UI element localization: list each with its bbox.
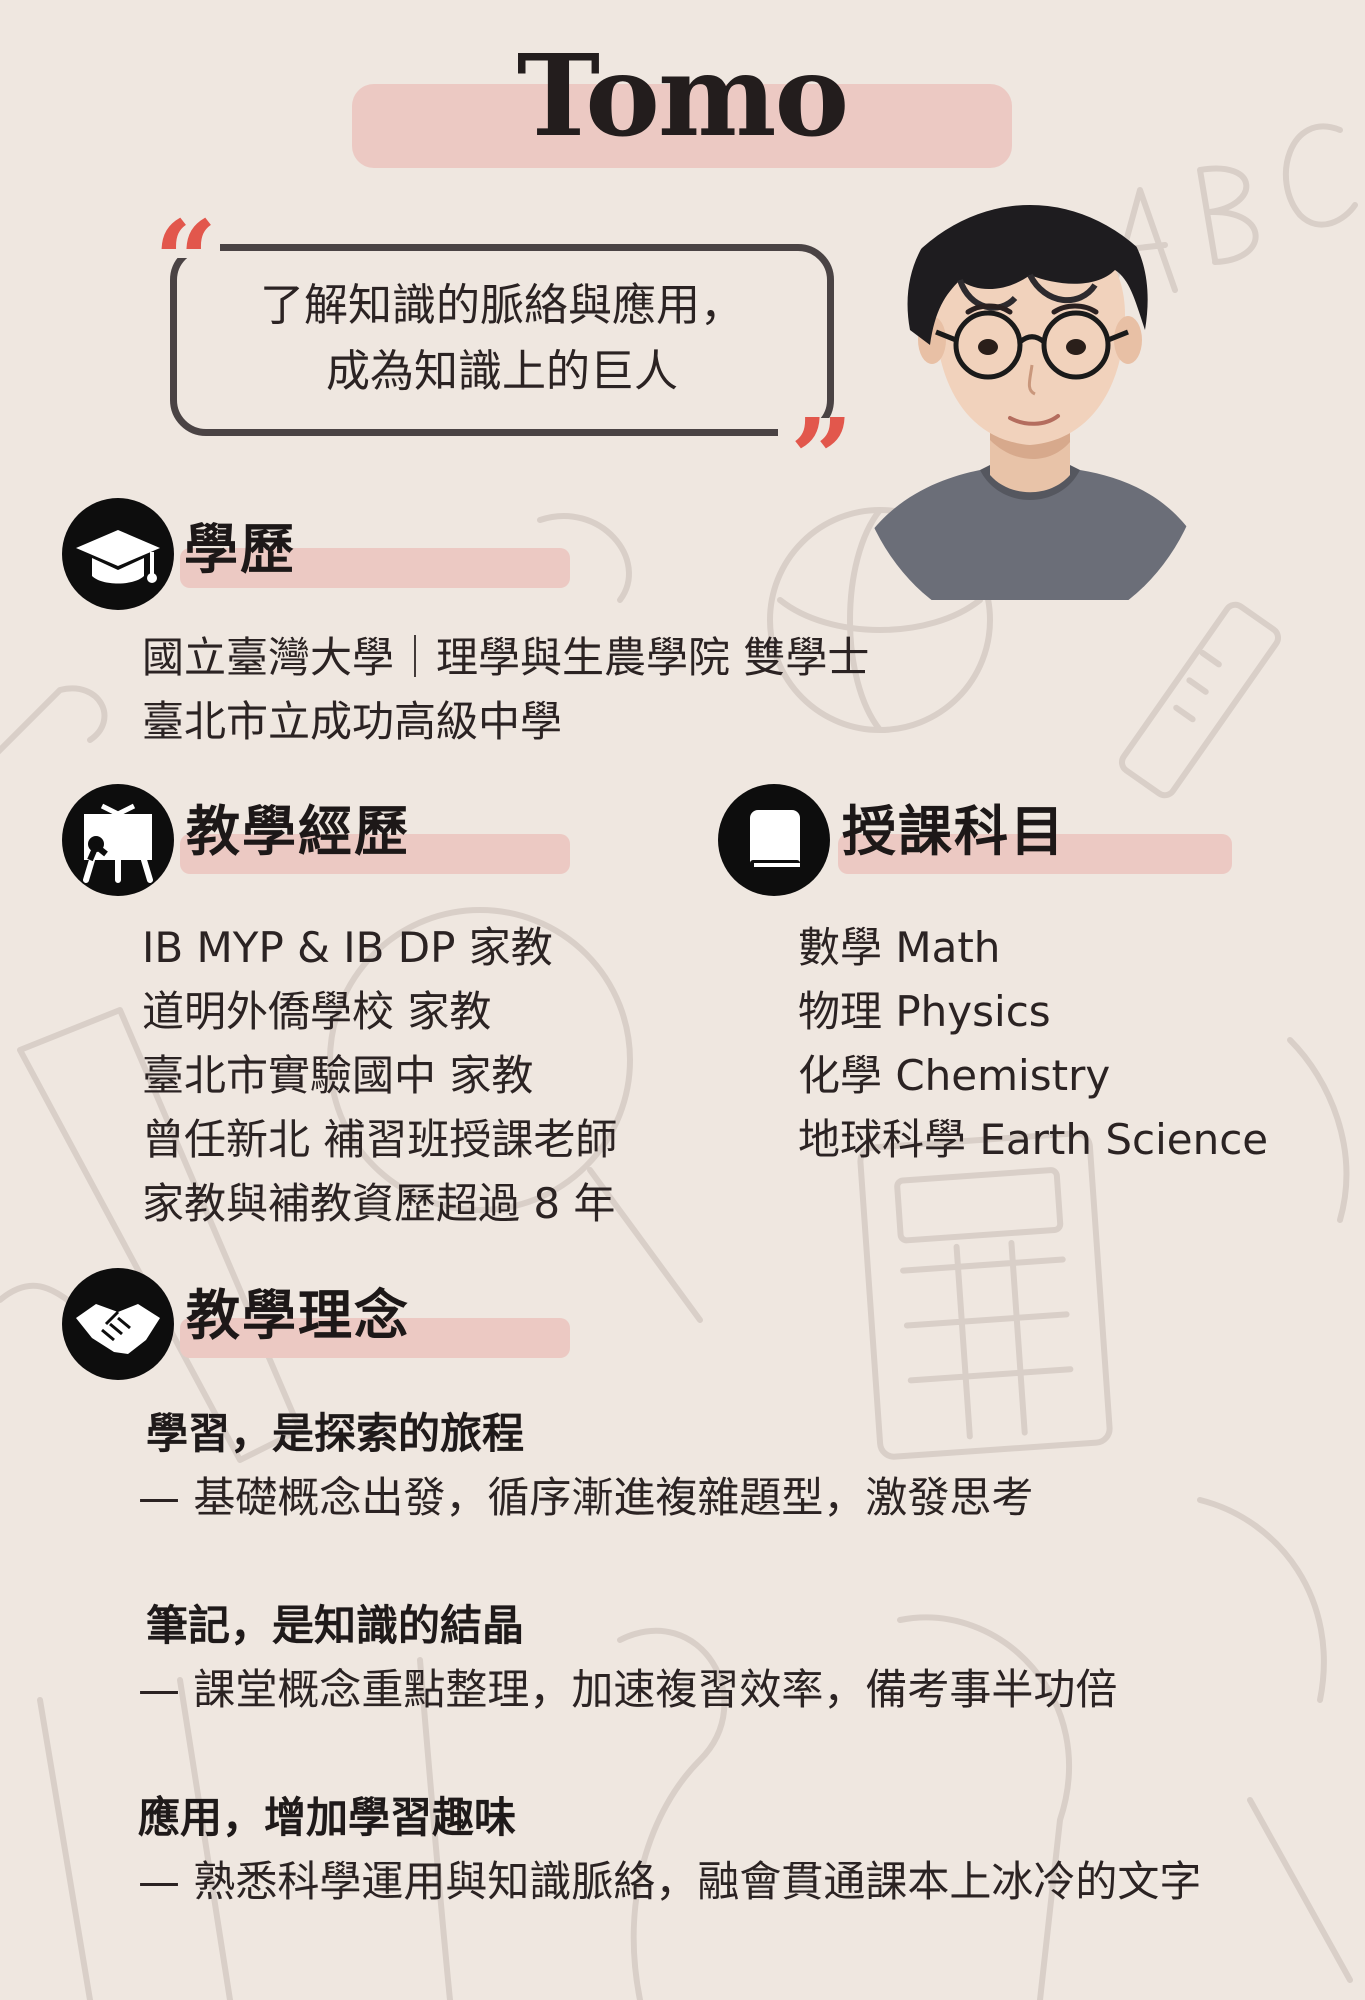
philosophy-heading: 筆記，是知識的結晶 <box>146 1601 525 1650</box>
subjects-highlight-bar <box>838 834 1232 874</box>
education-highlight-bar <box>180 548 570 588</box>
quote-line-1: 了解知識的脈絡與應用， <box>260 280 744 331</box>
subject-item: 化學 Chemistry <box>798 1051 1111 1100</box>
education-title: 學歷 <box>184 518 296 581</box>
subject-item: 數學 Math <box>798 923 1001 972</box>
education-icon-circle <box>62 498 174 610</box>
philosophy-icon-circle <box>62 1268 174 1380</box>
subject-item: 地球科學 Earth Science <box>798 1115 1269 1164</box>
subjects-title: 授課科目 <box>842 800 1066 863</box>
experience-item: 臺北市實驗國中 家教 <box>142 1051 534 1100</box>
graduation-cap-icon <box>76 530 160 584</box>
experience-title: 教學經歷 <box>186 800 410 863</box>
open-quote-icon: “ <box>154 196 218 325</box>
subject-item: 物理 Physics <box>798 987 1051 1036</box>
experience-item: 曾任新北 補習班授課老師 <box>142 1115 618 1164</box>
philosophy-highlight-bar <box>180 1318 570 1358</box>
quote-frame-gap <box>150 234 220 258</box>
quote-line-2: 成為知識上的巨人 <box>326 346 678 397</box>
experience-highlight-bar <box>180 834 570 874</box>
page-title: Tomo <box>516 31 849 162</box>
philosophy-heading: 應用，增加學習趣味 <box>138 1793 517 1842</box>
book-icon <box>750 810 800 870</box>
education-item: 國立臺灣大學｜理學與生農學院 雙學士 <box>142 633 870 682</box>
education-item: 臺北市立成功高級中學 <box>142 697 563 746</box>
quote-frame-gap <box>778 418 848 448</box>
quote-frame <box>170 244 834 436</box>
philosophy-title: 教學理念 <box>186 1284 410 1347</box>
teaching-board-icon <box>83 803 153 883</box>
avatar <box>850 205 1210 600</box>
experience-item: 家教與補教資歷超過 8 年 <box>142 1179 616 1228</box>
experience-icon-circle <box>62 784 174 896</box>
experience-item: 道明外僑學校 家教 <box>142 987 492 1036</box>
philosophy-heading: 學習，是探索的旅程 <box>146 1409 525 1458</box>
experience-item: IB MYP & IB DP 家教 <box>142 923 553 972</box>
philosophy-text: — 基礎概念出發，循序漸進複雜題型，激發思考 <box>138 1473 1034 1522</box>
philosophy-text: — 熟悉科學運用與知識脈絡，融會貫通課本上冰冷的文字 <box>138 1857 1202 1906</box>
title-highlight-bar <box>352 84 1012 168</box>
philosophy-text: — 課堂概念重點整理，加速複習效率，備考事半功倍 <box>138 1665 1118 1714</box>
handshake-icon <box>76 1304 160 1354</box>
subjects-icon-circle <box>718 784 830 896</box>
close-quote-icon: ” <box>790 394 854 523</box>
